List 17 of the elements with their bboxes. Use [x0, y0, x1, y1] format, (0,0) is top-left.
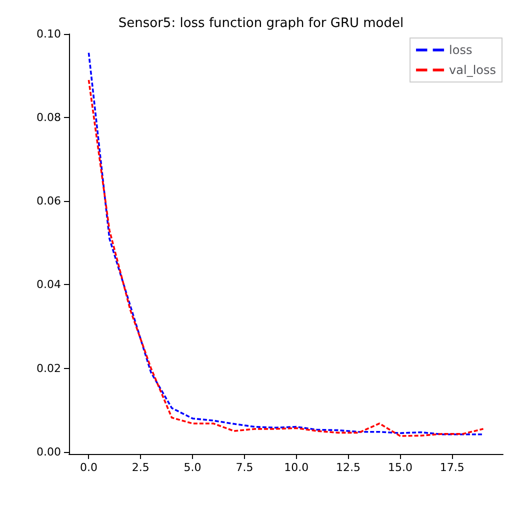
y-tick-label: 0.10 [36, 28, 61, 40]
x-tick-label: 7.5 [236, 461, 254, 474]
y-tick-label: 0.00 [36, 445, 61, 458]
x-tick-label: 12.5 [336, 461, 361, 474]
y-tick-label: 0.04 [36, 278, 61, 292]
chart-title: Sensor5: loss function graph for GRU model [118, 16, 404, 31]
x-tick-label: 0.0 [80, 461, 98, 474]
x-tick-label: 15.0 [388, 461, 412, 474]
y-tick-label: 0.02 [36, 362, 61, 375]
x-tick-label: 2.5 [132, 461, 150, 474]
x-tick-label: 10.0 [284, 461, 309, 474]
x-tick-label: 5.0 [184, 461, 202, 474]
legend-label: val_loss [449, 63, 496, 77]
y-tick-label: 0.06 [36, 194, 61, 208]
x-tick-label: 17.5 [440, 461, 464, 474]
legend-label: loss [449, 43, 472, 57]
y-tick-label: 0.08 [36, 111, 61, 124]
